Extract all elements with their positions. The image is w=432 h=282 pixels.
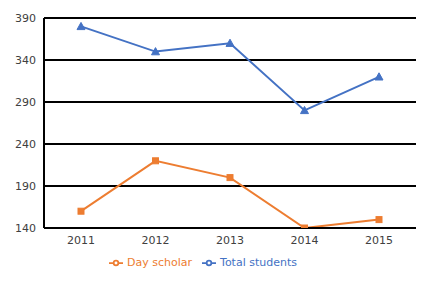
svg-text:140: 140 [15, 222, 36, 235]
svg-text:2011: 2011 [67, 234, 95, 247]
svg-text:190: 190 [15, 180, 36, 193]
svg-text:2014: 2014 [291, 234, 319, 247]
svg-text:390: 390 [15, 12, 36, 25]
svg-text:340: 340 [15, 54, 36, 67]
svg-text:2015: 2015 [365, 234, 393, 247]
svg-text:2012: 2012 [142, 234, 170, 247]
html-text:Total students: Total students [220, 256, 297, 269]
svg-text:2013: 2013 [216, 234, 244, 247]
svg-text:290: 290 [15, 96, 36, 109]
svg-text:240: 240 [15, 138, 36, 151]
html-text:Day scholar: Day scholar [127, 256, 192, 269]
